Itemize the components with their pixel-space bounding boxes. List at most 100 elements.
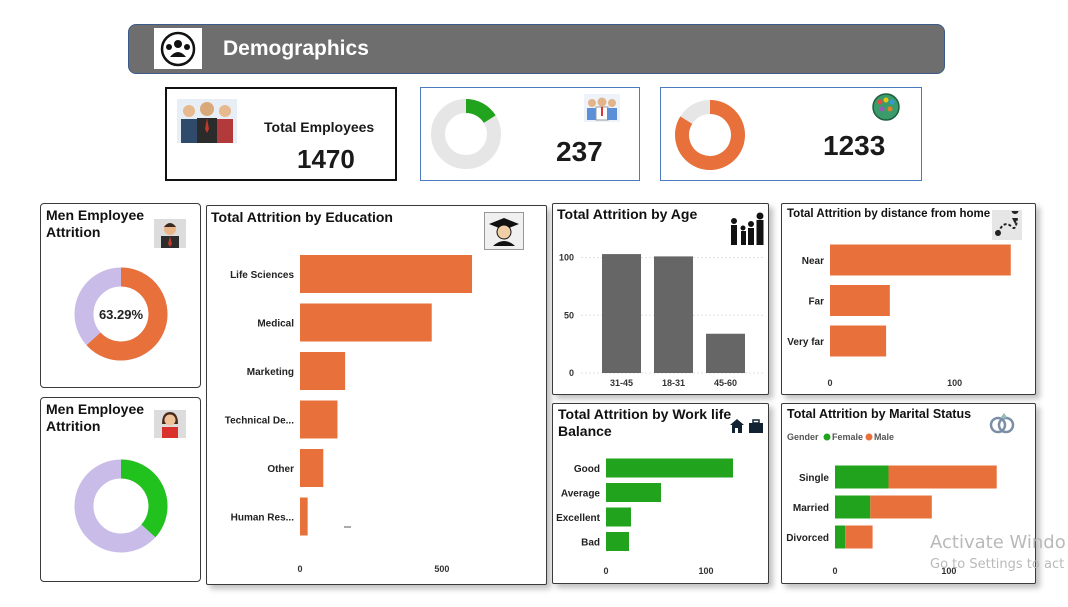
- age-chart-tick-label: 0: [569, 368, 574, 378]
- marital-chart-tick-label: 0: [832, 566, 837, 576]
- women-attrition-title-line2: Attrition: [46, 418, 101, 434]
- distance-chart-category-label: Far: [808, 297, 824, 308]
- distance-chart-tick-label: 0: [827, 378, 832, 388]
- map-route-icon: [992, 210, 1022, 240]
- worklife-chart-bar[interactable]: [606, 483, 661, 502]
- education-chart-tick-label: 0: [297, 564, 302, 574]
- education-chart-title: Total Attrition by Education: [211, 209, 393, 225]
- men-attrition-title-line1: Men Employee: [46, 207, 145, 223]
- worklife-chart-category-label: Excellent: [556, 513, 601, 524]
- women-attrition-title: Men Employee Attrition: [46, 401, 144, 435]
- kpi-total-employees-label: Total Employees: [264, 119, 375, 135]
- worklife-chart-tick-label: 100: [698, 566, 713, 576]
- education-chart-bar[interactable]: [300, 303, 432, 342]
- worklife-chart-category-label: Bad: [581, 538, 600, 549]
- watermark-line1: Activate Windo: [930, 532, 1066, 553]
- men-attrition-title: Men Employee Attrition: [46, 207, 144, 241]
- woman-avatar-icon: [154, 410, 186, 438]
- worklife-chart-bar[interactable]: [606, 458, 733, 478]
- distance-chart-card: Total Attrition by distance from home Ne…: [781, 203, 1036, 395]
- age-chart-category-label: 18-31: [662, 378, 685, 388]
- worklife-chart-category-label: Good: [574, 464, 600, 475]
- marital-chart-category-label: Single: [799, 473, 829, 484]
- marital-chart-bar-male[interactable]: [870, 495, 932, 519]
- group-icon: [154, 28, 202, 69]
- age-chart-title: Total Attrition by Age: [557, 206, 698, 222]
- marital-chart-bar-male[interactable]: [845, 525, 873, 549]
- age-chart-tick-label: 100: [559, 253, 574, 263]
- kpi-active-value: 1233: [823, 130, 886, 161]
- education-chart-scroll-marker: [344, 526, 351, 528]
- men-attrition-card: Men Employee Attrition 63.29%: [40, 203, 201, 388]
- age-chart-card: Total Attrition by Age 0 50 100 31-45 18-31 4…: [552, 203, 769, 395]
- marital-chart-bar-female[interactable]: [835, 465, 889, 489]
- marital-legend-label-female[interactable]: Female: [832, 432, 863, 442]
- worklife-chart-title: Total Attrition by Work life Balance: [558, 406, 731, 440]
- distance-chart-bar[interactable]: [830, 325, 887, 357]
- kpi-attrition-card: 237: [420, 87, 640, 181]
- women-attrition-card: Men Employee Attrition: [40, 397, 201, 582]
- marital-chart-tick-label: 100: [941, 566, 956, 576]
- attrition-people-icon: [583, 94, 621, 122]
- education-chart-bar[interactable]: [300, 497, 308, 536]
- women-attrition-donut-value-slice: [120, 459, 168, 538]
- education-chart: Life Sciences Medical Marketing Technical D…: [225, 255, 473, 574]
- education-chart-card: Total Attrition by Education Life Scienc…: [206, 205, 547, 585]
- marital-chart-bar-female[interactable]: [835, 525, 846, 549]
- education-chart-category-label: Technical De...: [225, 416, 295, 427]
- distance-chart-category-label: Very far: [787, 337, 824, 348]
- man-avatar-icon: [154, 219, 186, 248]
- header-banner: Demographics: [128, 24, 945, 74]
- worklife-chart-category-label: Average: [561, 489, 601, 500]
- worklife-chart-bar[interactable]: [606, 507, 631, 527]
- men-attrition-donut-value-slice: [86, 267, 168, 361]
- men-attrition-donut: 63.29%: [74, 267, 168, 361]
- education-chart-bar[interactable]: [300, 400, 338, 439]
- kpi-active-ring: [675, 100, 745, 170]
- distance-chart-tick-label: 100: [947, 378, 962, 388]
- watermark-line2: Go to Settings to act: [930, 557, 1065, 572]
- globe-people-icon: [871, 92, 901, 122]
- worklife-chart-title-line2: Balance: [558, 423, 612, 439]
- kpi-active-card: 1233: [660, 87, 922, 181]
- age-chart-bar[interactable]: [706, 333, 745, 373]
- men-attrition-title-line2: Attrition: [46, 224, 101, 240]
- distance-chart-title: Total Attrition by distance from home: [787, 208, 991, 220]
- education-chart-bar[interactable]: [300, 255, 473, 293]
- marital-chart-bar-female[interactable]: [835, 495, 871, 519]
- graduate-icon: [484, 212, 524, 250]
- marital-chart-title: Total Attrition by Marital Status: [787, 407, 972, 421]
- kpi-active-ring-value-slice: [675, 100, 745, 170]
- education-chart-category-label: Life Sciences: [230, 270, 294, 281]
- distance-chart-bar[interactable]: [830, 244, 1011, 276]
- family-icon: [726, 208, 765, 246]
- marital-legend-marker-female: [823, 433, 831, 441]
- age-chart-bar[interactable]: [602, 254, 641, 373]
- rings-icon: [987, 410, 1017, 436]
- marital-chart-bar-male[interactable]: [888, 465, 997, 489]
- education-chart-category-label: Human Res...: [231, 513, 295, 524]
- marital-chart-category-label: Divorced: [786, 533, 829, 544]
- kpi-attrition-ring: [431, 99, 501, 169]
- worklife-chart-bar[interactable]: [606, 532, 629, 551]
- education-chart-tick-label: 500: [434, 564, 449, 574]
- marital-legend-title: Gender: [787, 432, 819, 442]
- marital-legend-marker-male: [865, 433, 873, 441]
- kpi-attrition-value: 237: [556, 136, 603, 167]
- distance-chart-bar[interactable]: [830, 285, 890, 316]
- age-chart-tick-label: 50: [564, 310, 574, 320]
- age-chart-category-label: 31-45: [610, 378, 633, 388]
- women-attrition-title-line1: Men Employee: [46, 401, 145, 417]
- age-chart-bar[interactable]: [654, 256, 693, 373]
- education-chart-category-label: Marketing: [247, 367, 294, 378]
- worklife-chart-title-line1: Total Attrition by Work life: [558, 406, 732, 422]
- worklife-chart-tick-label: 0: [603, 566, 608, 576]
- education-chart-bar[interactable]: [300, 352, 346, 390]
- marital-chart-card: Total Attrition by Marital Status Gender…: [781, 403, 1036, 584]
- men-attrition-center-label: 63.29%: [99, 307, 144, 322]
- marital-chart: Gender Female Male Single Married Divorced 0 10…: [786, 432, 997, 576]
- marital-legend-label-male[interactable]: Male: [874, 432, 894, 442]
- women-attrition-donut: [74, 459, 168, 553]
- kpi-total-employees-value: 1470: [297, 144, 355, 174]
- education-chart-bar[interactable]: [300, 449, 324, 487]
